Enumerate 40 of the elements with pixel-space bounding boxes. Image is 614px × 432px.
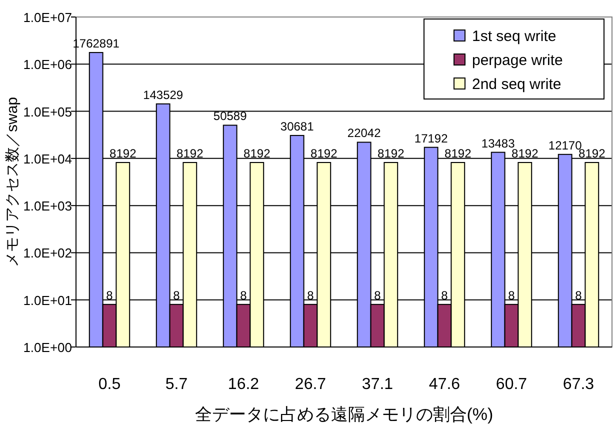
data-label: 8192 bbox=[110, 146, 137, 161]
x-tick-label: 37.1 bbox=[362, 376, 394, 393]
x-tick-label: 47.6 bbox=[428, 376, 460, 393]
y-tick-label: 1.0E+04 bbox=[23, 151, 72, 166]
data-label: 8192 bbox=[244, 146, 271, 161]
legend-label: 1st seq write bbox=[472, 28, 556, 45]
x-tick-label: 5.7 bbox=[165, 376, 188, 393]
data-label: 8192 bbox=[378, 146, 405, 161]
data-label: 8 bbox=[173, 288, 180, 302]
data-label: 17192 bbox=[414, 131, 448, 146]
data-label: 8192 bbox=[444, 146, 472, 161]
x-tick-label: 16.2 bbox=[228, 376, 260, 393]
data-label: 8192 bbox=[310, 146, 338, 161]
y-tick-label: 1.0E+00 bbox=[23, 340, 72, 355]
data-label: 8 bbox=[240, 288, 248, 302]
data-label: 8192 bbox=[176, 146, 204, 161]
y-tick-label: 1.0E+05 bbox=[23, 104, 72, 120]
x-tick-label: 67.3 bbox=[562, 376, 594, 393]
y-tick-label: 1.0E+01 bbox=[23, 292, 72, 308]
legend-label: perpage write bbox=[472, 52, 563, 69]
y-tick-label: 1.0E+07 bbox=[23, 10, 72, 25]
x-tick-label: 60.7 bbox=[496, 376, 528, 393]
x-tick-label: 0.5 bbox=[98, 376, 121, 393]
data-label: 8 bbox=[307, 288, 314, 302]
data-label: 22042 bbox=[347, 126, 382, 140]
data-label: 143529 bbox=[143, 88, 184, 102]
data-label: 8 bbox=[374, 288, 382, 302]
y-tick-label: 1.0E+02 bbox=[23, 246, 72, 261]
y-tick-label: 1.0E+06 bbox=[23, 57, 72, 72]
data-label: 30681 bbox=[280, 119, 314, 134]
y-axis-title: メモリアクセス数／swap bbox=[4, 96, 21, 268]
data-label: 8 bbox=[508, 288, 516, 302]
data-label: 8 bbox=[106, 288, 114, 302]
y-tick-label: 1.0E+03 bbox=[23, 198, 72, 214]
x-tick-label: 26.7 bbox=[294, 376, 326, 393]
data-label: 8 bbox=[575, 288, 582, 302]
data-label: 8 bbox=[441, 288, 448, 302]
data-label: 50589 bbox=[213, 109, 248, 124]
legend-label: 2nd seq write bbox=[472, 76, 562, 93]
x-axis-title: 全データに占める遠隔メモリの割合(%) bbox=[194, 405, 494, 424]
